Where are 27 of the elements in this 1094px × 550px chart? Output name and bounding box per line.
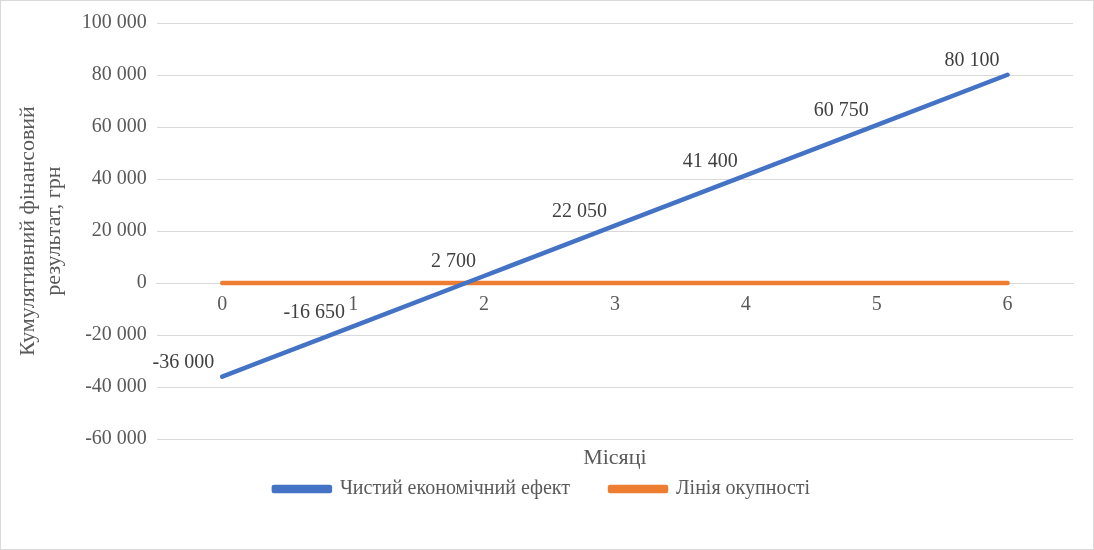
x-tick-label: 4 (740, 292, 751, 315)
x-axis-title: Місяці (583, 443, 647, 469)
data-label: 60 750 (813, 98, 869, 121)
x-tick-label: 6 (1002, 292, 1013, 315)
x-tick-label: 0 (217, 292, 228, 315)
x-tick-label: 3 (609, 292, 620, 315)
y-tick-label: 80 000 (91, 62, 147, 85)
y-tick-label: 100 000 (81, 10, 147, 33)
legend-label: Лінія окупності (676, 476, 811, 500)
y-tick-label: -60 000 (85, 426, 147, 449)
y-tick-label: 60 000 (91, 114, 147, 137)
y-tick-label: 0 (136, 270, 147, 293)
data-label: -36 000 (152, 349, 215, 372)
legend-label: Чистий економічний ефект (339, 476, 571, 500)
x-tick-label: 2 (479, 292, 490, 315)
data-label: 22 050 (551, 198, 607, 221)
y-tick-label: -40 000 (85, 374, 147, 397)
y-tick-label: 40 000 (91, 166, 147, 189)
data-label: 41 400 (682, 148, 738, 171)
y-tick-label: 20 000 (91, 218, 147, 241)
data-label: 80 100 (944, 47, 1000, 70)
y-axis-title: Кумулятивний фінансовий результат, грн (13, 105, 66, 356)
data-label: -16 650 (283, 299, 346, 322)
y-tick-label: -20 000 (85, 322, 147, 345)
x-tick-label: 1 (348, 292, 359, 315)
x-tick-label: 5 (871, 292, 882, 315)
data-label: 2 700 (431, 249, 477, 272)
